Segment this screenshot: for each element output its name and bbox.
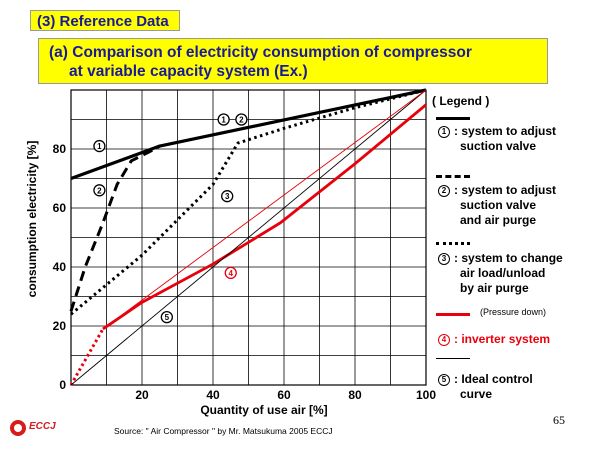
annotation-marker-5 (160, 310, 174, 324)
x-tick-label: 80 (348, 388, 362, 402)
section-title: (3) Reference Data (30, 10, 180, 31)
y-tick-label: 80 (53, 142, 67, 156)
chart-subtitle: (a) Comparison of electricity consumptio… (38, 38, 548, 84)
legend-item-1: 1: system to adjust suction valve (438, 124, 556, 154)
legend-item-text: curve (460, 387, 493, 401)
source-note: Source: " Air Compressor " by Mr. Matsuk… (114, 426, 333, 436)
legend-item-text: air load/unload (460, 266, 546, 280)
series-line-5-solid-thin (70, 89, 427, 386)
annotation-number-5: 5 (165, 313, 170, 322)
legend-line-solid-thin (436, 358, 470, 359)
legend-item-2: 2: system to adjust suction valve and air … (438, 183, 556, 228)
subtitle-line-2: at variable capacity system (Ex.) (69, 63, 308, 80)
plot-frame (70, 89, 427, 386)
logo-text: ECCJ (29, 421, 56, 432)
legend-item-text: 5: Ideal control (438, 372, 533, 387)
legend-marker-icon: 4 (438, 334, 450, 346)
annotation-marker-1 (93, 139, 106, 153)
legend-item-5: 5: Ideal control curve (438, 372, 533, 402)
series-line-2-dashed (69, 144, 161, 312)
chart-grid (70, 89, 427, 386)
legend-marker-icon: 1 (438, 126, 450, 138)
series-line-4-dotted-red (69, 328, 105, 386)
y-tick-label: 60 (53, 201, 67, 215)
legend-item-text: suction valve (460, 198, 537, 212)
annotation-marker-1 (217, 113, 230, 126)
y-tick-label: 0 (59, 378, 66, 392)
page-number: 65 (553, 413, 565, 427)
chart-ticks: 20 40 60 80 100 0 20 40 60 80 (53, 142, 437, 402)
legend-item-text: suction valve (460, 139, 537, 153)
legend-line-dashed (436, 175, 470, 178)
legend-line-dotted (436, 242, 470, 245)
legend-item-4: 4: inverter system (438, 332, 550, 347)
annotation-marker-3 (221, 190, 234, 203)
chart-annotations: 1 1 2 2 3 4 5 (93, 113, 248, 324)
annotation-marker-2 (235, 113, 248, 126)
legend-item-text: 4: inverter system (438, 332, 550, 347)
legend-marker-icon: 2 (438, 185, 450, 197)
annotation-marker-2 (93, 184, 106, 197)
annotation-number-3: 3 (225, 192, 230, 201)
y-axis-label: consumption electricity [%] (25, 141, 39, 298)
annotation-number-4: 4 (229, 269, 234, 278)
series-line-3-dotted (70, 88, 427, 316)
eccj-logo: ECCJ (10, 420, 70, 436)
legend-item-text: 2: system to adjust (438, 183, 556, 198)
legend-line-solid-thick (436, 117, 470, 120)
legend-item-text: 1: system to adjust (438, 124, 556, 139)
x-tick-label: 60 (277, 388, 291, 402)
legend-marker-icon: 3 (438, 253, 450, 265)
logo-mark-icon (10, 420, 26, 436)
annotation-number-2: 2 (239, 116, 244, 125)
annotation-number-1: 1 (97, 142, 102, 151)
y-tick-label: 20 (53, 319, 67, 333)
legend-marker-icon: 5 (438, 374, 450, 386)
x-axis-label: Quantity of use air [%] (200, 403, 327, 417)
annotation-number-2: 2 (97, 186, 102, 195)
legend-item-text: and air purge (460, 213, 537, 227)
legend-item-text: by air purge (460, 281, 529, 295)
x-tick-label: 100 (416, 388, 436, 402)
y-tick-label: 40 (53, 260, 67, 274)
subtitle-line-1: (a) Comparison of electricity consumptio… (49, 44, 472, 61)
series-line-ref-thin-red (102, 89, 427, 330)
annotation-marker-4 (224, 266, 237, 280)
legend-item-text: 3: system to change (438, 251, 563, 266)
chart-series (69, 88, 427, 386)
legend-item-3: 3: system to change air load/unload by air… (438, 251, 563, 296)
series-line-4-solid-red (102, 103, 427, 331)
annotation-number-1: 1 (221, 116, 226, 125)
legend-line-solid-red (436, 313, 470, 316)
x-tick-label: 40 (206, 388, 220, 402)
legend-note: (Pressure down) (480, 307, 547, 317)
x-tick-label: 20 (135, 388, 149, 402)
legend-heading: ( Legend ) (432, 94, 490, 108)
